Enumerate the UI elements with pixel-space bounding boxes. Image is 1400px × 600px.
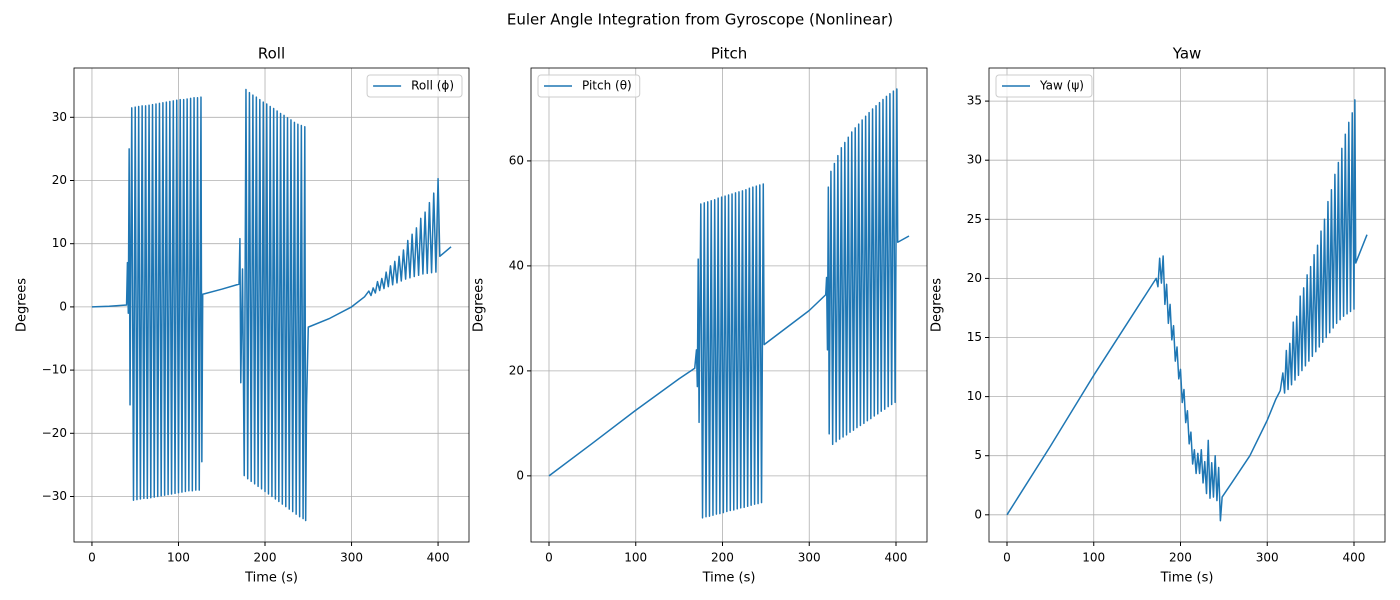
- subplot: Yaw 0 100 200 300 400 0 5 10 15 20 25 30 35 Time (s) De…: [930, 45, 1386, 586]
- x-tick-label: 200: [1169, 551, 1192, 565]
- y-tick-label: 15: [967, 330, 982, 344]
- x-tick-label: 0: [545, 551, 553, 565]
- data-line: [91, 88, 452, 522]
- y-tick-label: 0: [974, 507, 982, 521]
- subplot-title: Yaw: [1172, 45, 1202, 63]
- x-tick-label: 100: [167, 551, 190, 565]
- y-tick-label: −30: [42, 489, 67, 503]
- y-axis-label: Degrees: [15, 278, 30, 332]
- y-tick-label: 30: [52, 110, 67, 124]
- legend: Yaw (ψ): [995, 74, 1093, 98]
- subplot-title: Roll: [258, 45, 285, 63]
- x-tick-label: 300: [1256, 551, 1279, 565]
- x-tick-label: 0: [88, 551, 96, 565]
- x-tick-label: 300: [340, 551, 363, 565]
- legend-box: [995, 74, 1093, 98]
- y-tick-label: 20: [52, 173, 67, 187]
- x-axis-label: Time (s): [244, 571, 298, 586]
- y-tick-label: 20: [967, 271, 982, 285]
- x-tick-label: 400: [1343, 551, 1366, 565]
- x-tick-label: 400: [427, 551, 450, 565]
- y-tick-label: 10: [967, 389, 982, 403]
- legend-box: [366, 74, 463, 98]
- legend-label: Yaw (ψ): [1039, 79, 1084, 93]
- y-tick-label: 30: [967, 153, 982, 167]
- subplot: Pitch 0 100 200 300 400 0 20 40 60 Time (s) Degrees…: [472, 45, 928, 586]
- x-tick-label: 100: [624, 551, 647, 565]
- y-tick-label: 35: [967, 94, 982, 108]
- y-tick-label: 25: [967, 212, 982, 226]
- y-tick-label: 0: [516, 468, 524, 482]
- legend: Roll (ϕ): [366, 74, 463, 98]
- subplot-title: Pitch: [711, 45, 748, 63]
- data-line: [1006, 99, 1368, 522]
- y-tick-label: 40: [509, 258, 524, 272]
- y-tick-label: 20: [509, 363, 524, 377]
- y-tick-label: 10: [52, 236, 67, 250]
- x-axis-label: Time (s): [702, 571, 756, 586]
- y-tick-label: −10: [42, 363, 67, 377]
- legend-label: Pitch (θ): [582, 79, 632, 93]
- axes-frame: [530, 67, 928, 543]
- x-axis-label: Time (s): [1160, 571, 1214, 586]
- y-axis-label: Degrees: [472, 278, 487, 332]
- legend-box: [537, 74, 641, 98]
- y-tick-label: 5: [974, 448, 982, 462]
- y-axis-label: Degrees: [930, 278, 945, 332]
- legend-label: Roll (ϕ): [411, 79, 454, 93]
- x-tick-label: 400: [885, 551, 908, 565]
- x-tick-label: 200: [711, 551, 734, 565]
- y-tick-label: 0: [59, 299, 67, 313]
- subplot: Roll 0 100 200 300 400 −30 −20 −10 0 10 20 30 Time (s…: [15, 45, 470, 586]
- figure-title: Euler Angle Integration from Gyroscope (…: [507, 11, 893, 29]
- x-tick-label: 100: [1082, 551, 1105, 565]
- axes-frame: [73, 67, 470, 543]
- data-line: [548, 88, 910, 519]
- y-tick-label: −20: [42, 426, 67, 440]
- x-tick-label: 200: [254, 551, 277, 565]
- axes-frame: [988, 67, 1386, 543]
- y-tick-label: 60: [509, 153, 524, 167]
- legend: Pitch (θ): [537, 74, 641, 98]
- x-tick-label: 300: [798, 551, 821, 565]
- x-tick-label: 0: [1003, 551, 1011, 565]
